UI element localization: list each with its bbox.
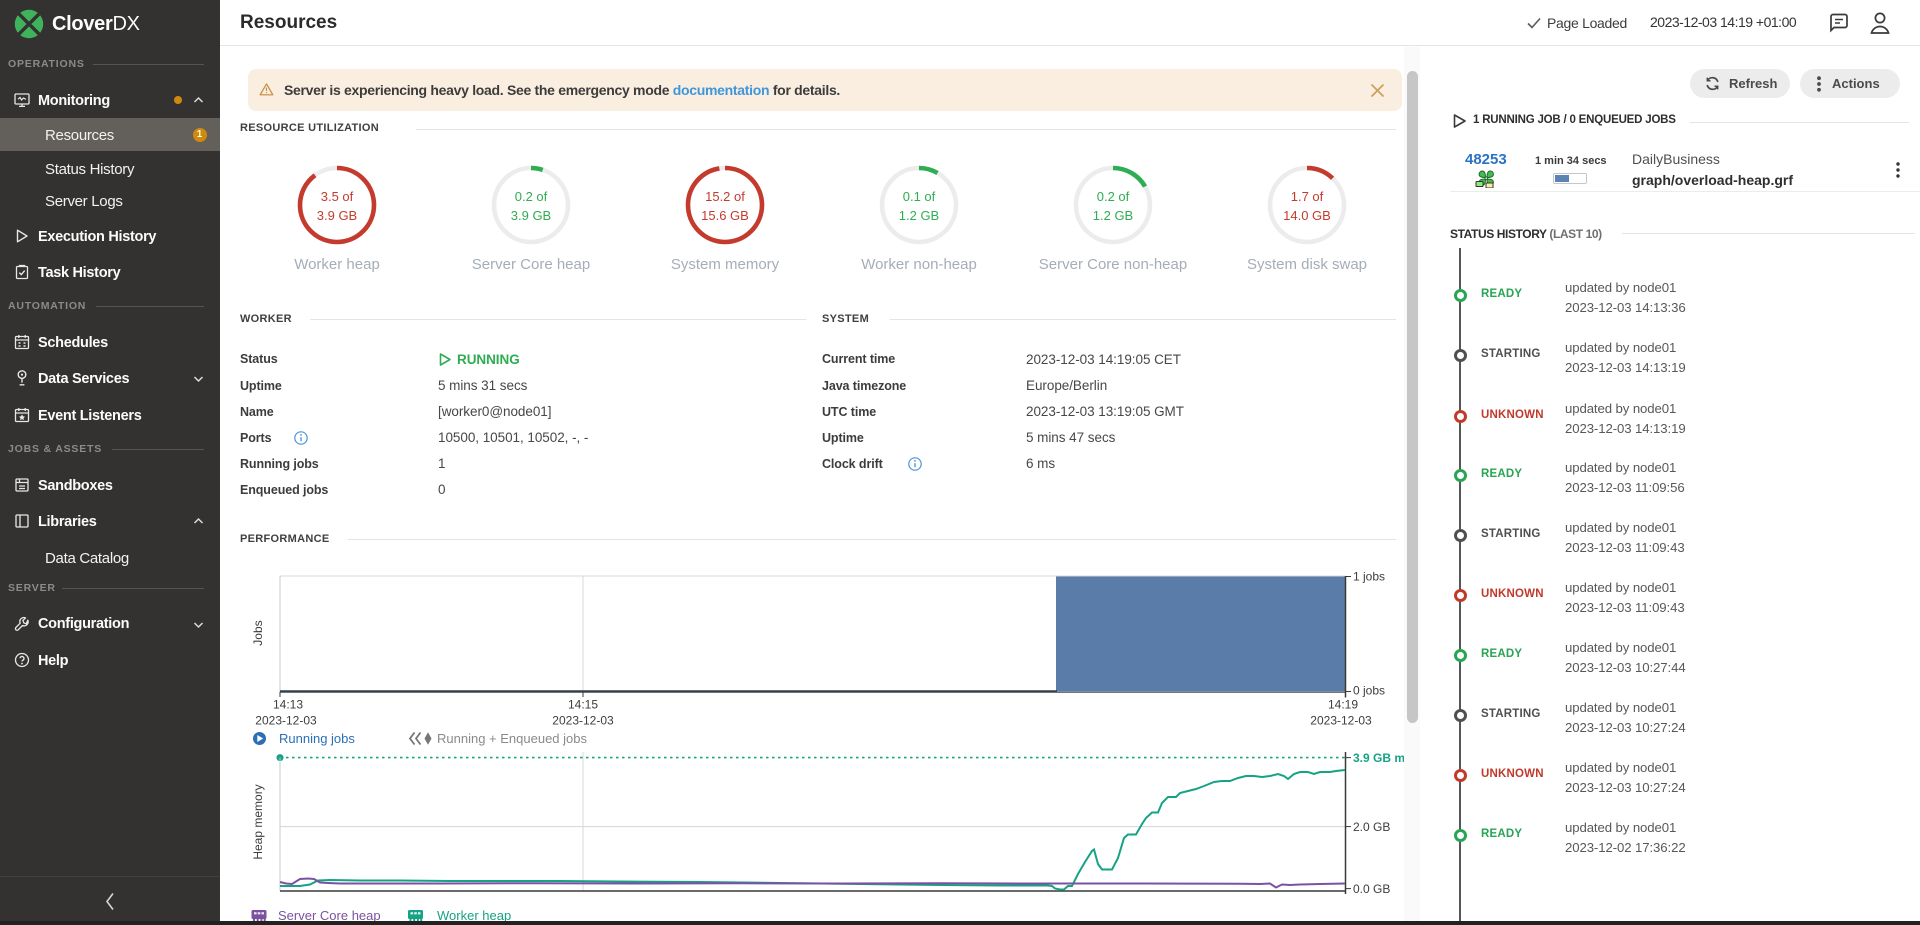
- svg-text:14:19: 14:19: [1328, 698, 1358, 712]
- svg-text:2023-12-03: 2023-12-03: [1310, 714, 1372, 728]
- svg-text:14:15: 14:15: [568, 698, 598, 712]
- svg-text:Worker heap: Worker heap: [437, 908, 511, 921]
- svg-text:2023-12-03: 2023-12-03: [552, 714, 614, 728]
- svg-text:Jobs: Jobs: [251, 620, 265, 645]
- svg-text:Server Core heap: Server Core heap: [278, 908, 381, 921]
- svg-text:2.0 GB: 2.0 GB: [1353, 820, 1390, 834]
- svg-text:0.0 GB: 0.0 GB: [1353, 882, 1390, 896]
- svg-text:1 jobs: 1 jobs: [1353, 570, 1385, 584]
- svg-text:Heap memory: Heap memory: [251, 784, 265, 859]
- svg-text:2023-12-03: 2023-12-03: [255, 714, 317, 728]
- svg-text:0 jobs: 0 jobs: [1353, 684, 1385, 698]
- svg-text:14:13: 14:13: [273, 698, 303, 712]
- svg-text:3.9 GB max: 3.9 GB max: [1353, 751, 1404, 765]
- svg-text:Running jobs: Running jobs: [279, 731, 355, 746]
- svg-text:Running + Enqueued jobs: Running + Enqueued jobs: [437, 731, 587, 746]
